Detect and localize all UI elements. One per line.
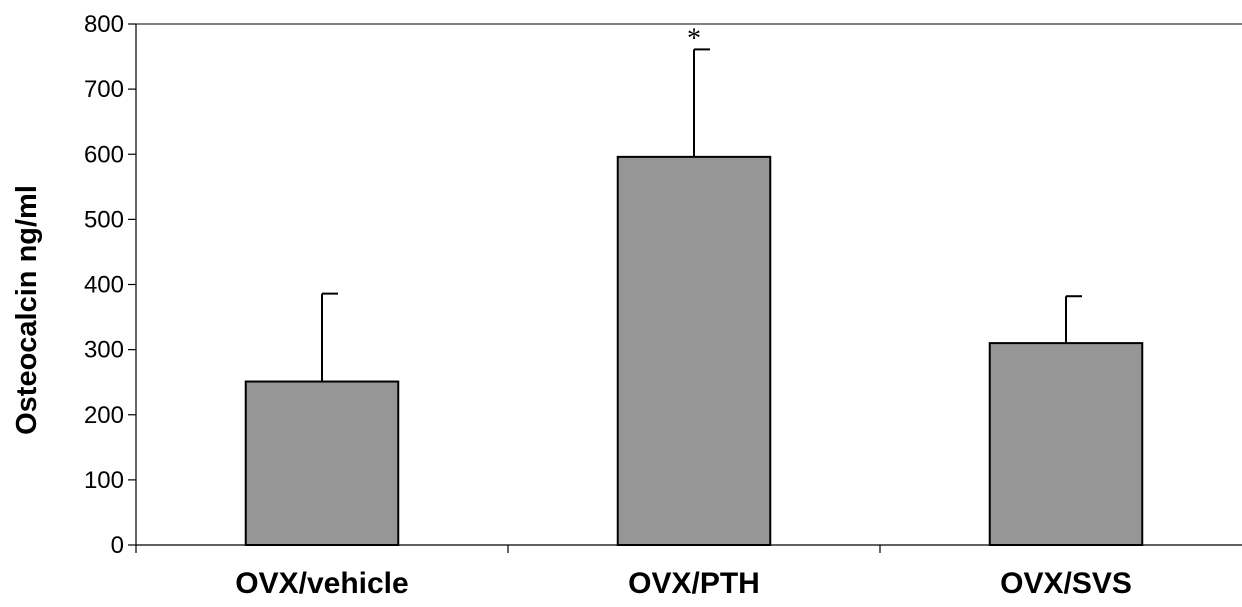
bar bbox=[244, 380, 400, 546]
bar bbox=[988, 342, 1144, 546]
y-tick-label: 700 bbox=[84, 76, 124, 103]
y-tick-label: 0 bbox=[111, 532, 124, 559]
plot-area: 0 100 200 300 400 500 600 700 800 OVX/vehicle OVX/… bbox=[84, 11, 1242, 600]
y-tick-label: 300 bbox=[84, 337, 124, 364]
y-tick-label: 100 bbox=[84, 467, 124, 494]
y-axis-title: Osteocalcin ng/ml bbox=[11, 185, 43, 435]
x-category-label: OVX/SVS bbox=[1000, 567, 1132, 600]
bar bbox=[616, 155, 772, 546]
y-tick-label: 600 bbox=[84, 141, 124, 168]
y-tick-label: 500 bbox=[84, 206, 124, 233]
y-tick-label: 400 bbox=[84, 272, 124, 299]
y-tick-label: 200 bbox=[84, 402, 124, 429]
x-category-label: OVX/PTH bbox=[628, 567, 760, 600]
y-tick-label: 800 bbox=[84, 11, 124, 38]
x-category-label: OVX/vehicle bbox=[235, 567, 408, 600]
significance-marker: * bbox=[687, 23, 701, 54]
